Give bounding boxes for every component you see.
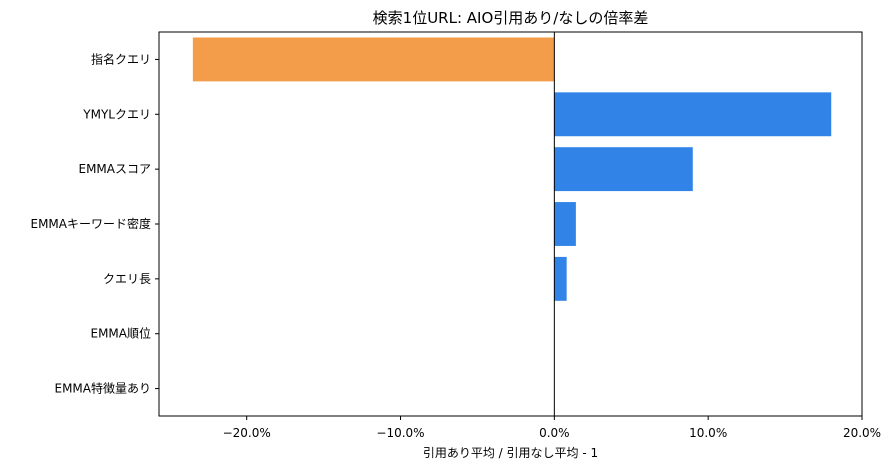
x-tick-label: −20.0% [223, 426, 271, 440]
x-tick-label: 10.0% [689, 426, 727, 440]
category-label: EMMAキーワード密度 [31, 216, 152, 231]
category-label: EMMAスコア [79, 162, 152, 176]
bar-1 [554, 92, 832, 137]
x-axis-label: 引用あり平均 / 引用なし平均 - 1 [423, 446, 598, 460]
x-axis-ticks: −20.0% −10.0% 0.0% 10.0% 20.0% [223, 416, 881, 440]
bar-4 [554, 256, 567, 301]
x-tick-label: 0.0% [539, 426, 570, 440]
bar-3 [554, 202, 576, 246]
category-label: EMMA特徴量あり [55, 381, 152, 396]
bar-0 [192, 37, 555, 82]
x-tick-label: 20.0% [843, 426, 881, 440]
chart-title: 検索1位URL: AIO引用あり/なしの倍率差 [373, 9, 649, 27]
category-label: EMMA順位 [91, 326, 152, 341]
category-label: 指名クエリ [91, 51, 151, 66]
bars-group [192, 37, 832, 301]
bar-2 [554, 147, 693, 192]
x-tick-label: −10.0% [376, 426, 424, 440]
category-label: クエリ長 [103, 272, 151, 286]
category-label: YMYLクエリ [82, 107, 151, 121]
plot-frame [158, 31, 863, 417]
